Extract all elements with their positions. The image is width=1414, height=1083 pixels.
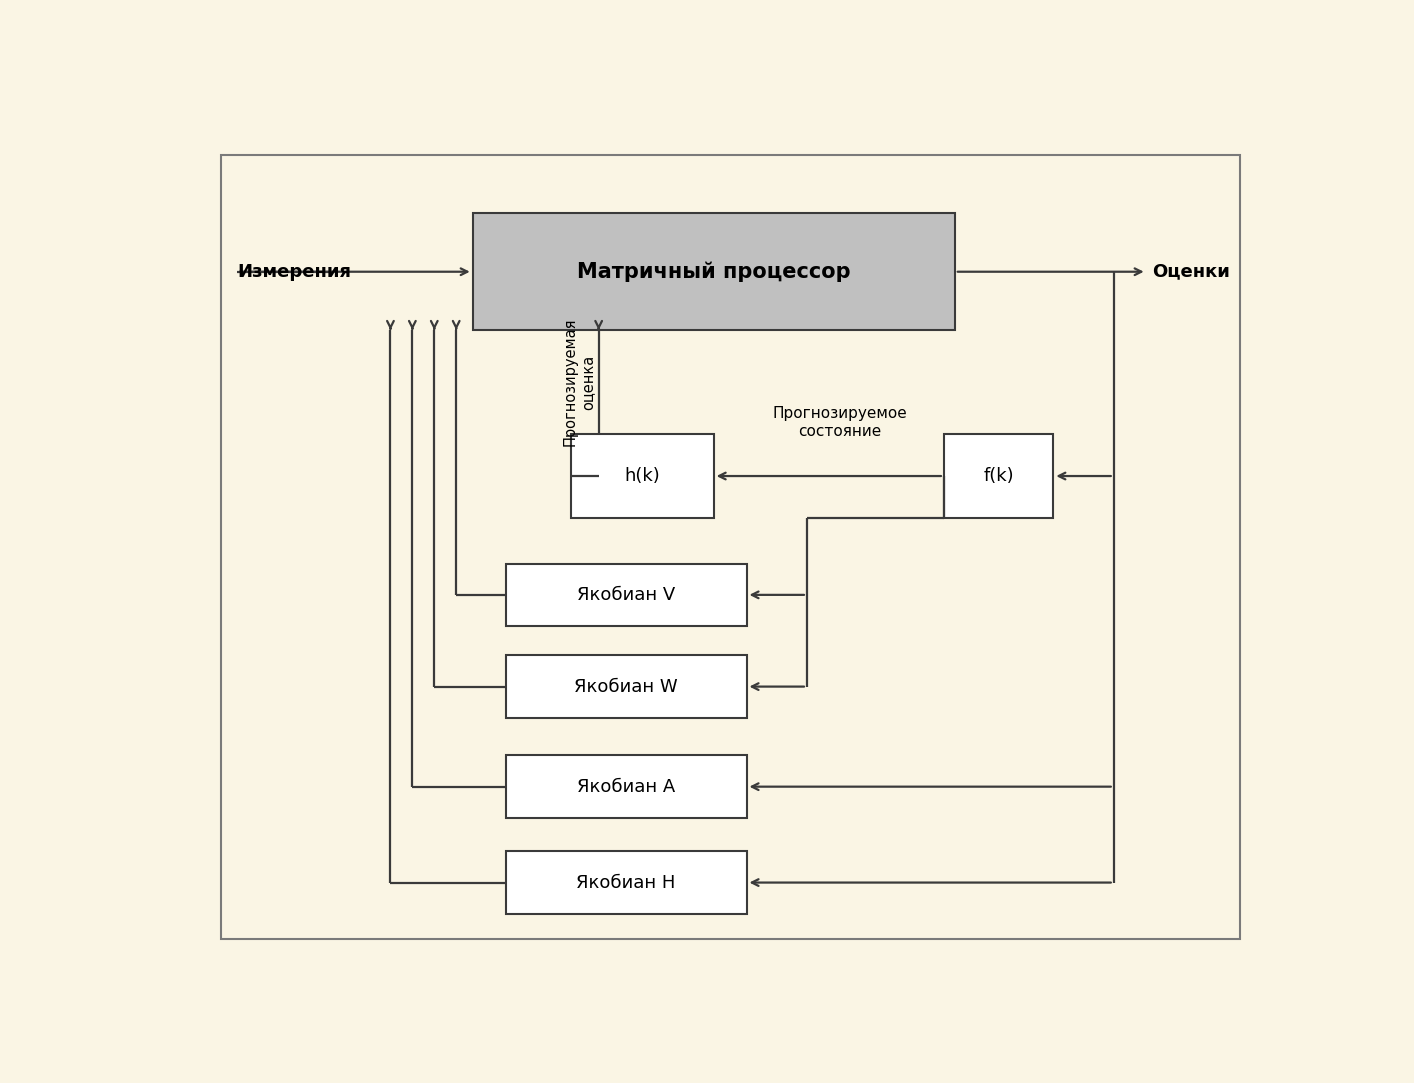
Text: Прогнозируемое
состояние: Прогнозируемое состояние: [772, 406, 908, 439]
Bar: [571, 434, 714, 518]
Text: f(k): f(k): [983, 467, 1014, 485]
Bar: [506, 655, 747, 718]
Text: h(k): h(k): [625, 467, 660, 485]
Text: Якобиан H: Якобиан H: [577, 874, 676, 891]
Text: Якобиан W: Якобиан W: [574, 678, 677, 695]
Bar: [472, 213, 954, 330]
Text: Прогнозируемая
оценка: Прогнозируемая оценка: [563, 318, 595, 446]
Bar: [506, 756, 747, 818]
Bar: [506, 563, 747, 626]
Bar: [506, 851, 747, 914]
Text: Оценки: Оценки: [1152, 263, 1230, 280]
Text: Якобиан A: Якобиан A: [577, 778, 674, 796]
Text: Матричный процессор: Матричный процессор: [577, 261, 851, 282]
Text: Якобиан V: Якобиан V: [577, 586, 674, 604]
Bar: [945, 434, 1053, 518]
Text: Измерения: Измерения: [238, 263, 351, 280]
